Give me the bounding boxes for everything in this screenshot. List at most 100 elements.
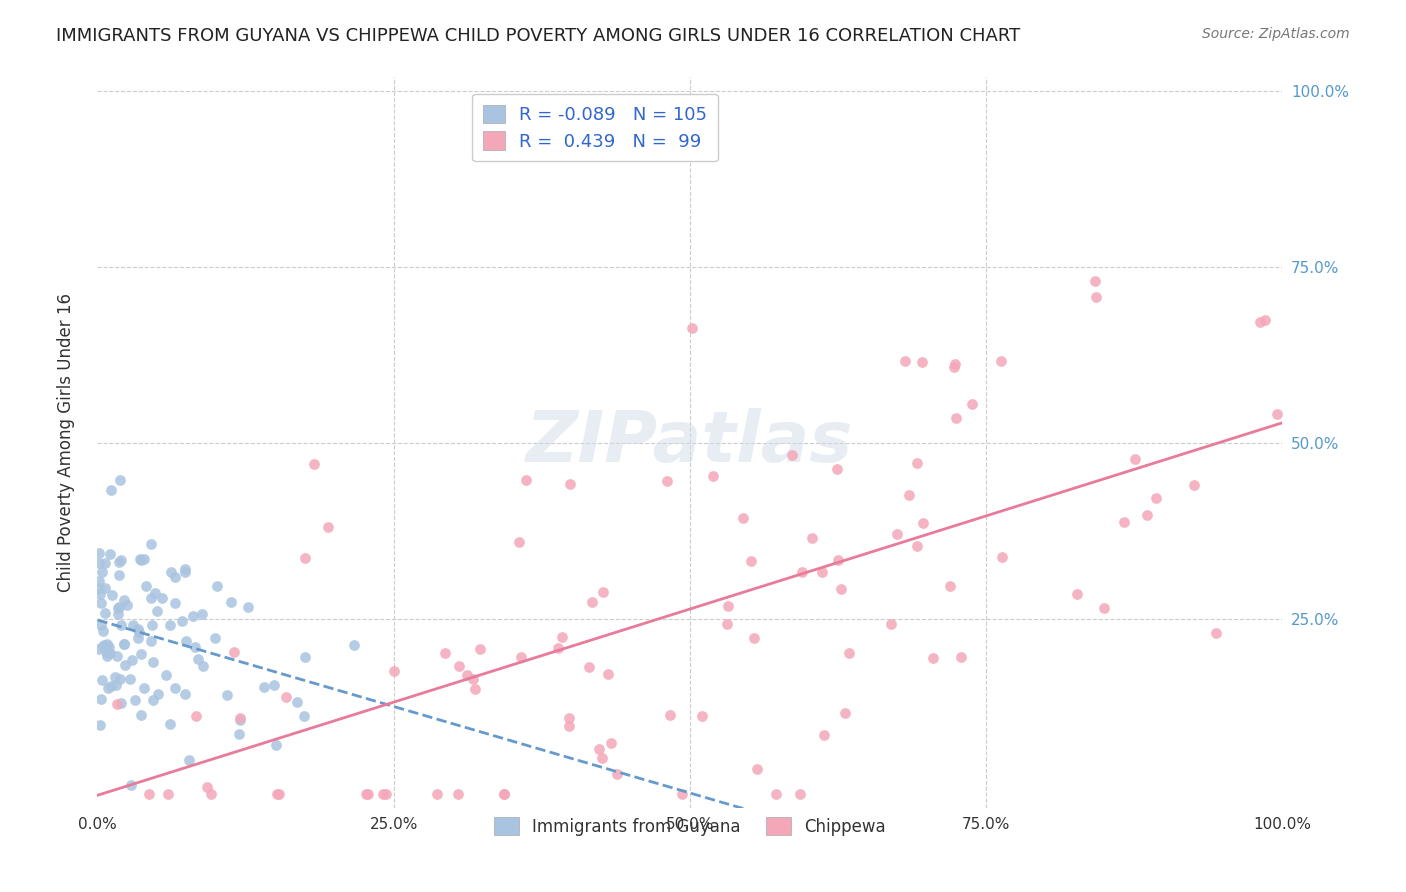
Point bbox=[165, 681, 187, 696]
Point bbox=[294, 550, 316, 565]
Point bbox=[1084, 273, 1107, 287]
Point bbox=[1092, 601, 1115, 615]
Text: IMMIGRANTS FROM GUYANA VS CHIPPEWA CHILD POVERTY AMONG GIRLS UNDER 16 CORRELATIO: IMMIGRANTS FROM GUYANA VS CHIPPEWA CHILD… bbox=[56, 27, 1021, 45]
Point bbox=[551, 630, 574, 644]
Point bbox=[658, 708, 681, 723]
Point bbox=[224, 645, 246, 659]
Point bbox=[91, 566, 114, 580]
Point bbox=[434, 646, 457, 660]
Point bbox=[160, 565, 183, 579]
Point bbox=[468, 641, 491, 656]
Point bbox=[581, 595, 603, 609]
Point bbox=[104, 670, 127, 684]
Point bbox=[215, 688, 238, 702]
Point bbox=[425, 788, 447, 802]
Point bbox=[121, 653, 143, 667]
Point bbox=[107, 607, 129, 622]
Point bbox=[740, 554, 762, 568]
Point bbox=[1254, 313, 1277, 327]
Point bbox=[375, 788, 398, 802]
Point bbox=[515, 474, 537, 488]
Point bbox=[316, 520, 339, 534]
Point bbox=[110, 617, 132, 632]
Point bbox=[108, 673, 131, 687]
Point bbox=[87, 574, 110, 589]
Point bbox=[942, 360, 965, 375]
Point bbox=[294, 649, 316, 664]
Point bbox=[93, 556, 115, 570]
Point bbox=[96, 637, 118, 651]
Point bbox=[494, 788, 516, 802]
Point bbox=[159, 618, 181, 632]
Point bbox=[950, 650, 973, 665]
Point bbox=[780, 448, 803, 462]
Point bbox=[87, 641, 110, 656]
Point bbox=[447, 659, 470, 673]
Point bbox=[87, 546, 110, 560]
Point bbox=[252, 680, 274, 694]
Point bbox=[114, 658, 136, 673]
Point bbox=[93, 638, 115, 652]
Point bbox=[921, 650, 943, 665]
Point bbox=[292, 709, 315, 723]
Point bbox=[110, 553, 132, 567]
Point bbox=[879, 617, 901, 632]
Point bbox=[114, 637, 136, 651]
Point bbox=[463, 672, 485, 686]
Point bbox=[191, 607, 214, 621]
Point bbox=[139, 633, 162, 648]
Point bbox=[163, 570, 186, 584]
Point bbox=[105, 697, 128, 711]
Point bbox=[183, 608, 205, 623]
Point bbox=[142, 693, 165, 707]
Point bbox=[960, 397, 983, 411]
Point bbox=[886, 526, 908, 541]
Text: ZIPatlas: ZIPatlas bbox=[526, 409, 853, 477]
Point bbox=[177, 753, 200, 767]
Point bbox=[274, 690, 297, 704]
Point bbox=[671, 788, 693, 802]
Point bbox=[592, 585, 614, 599]
Point bbox=[898, 488, 921, 502]
Point bbox=[184, 708, 207, 723]
Point bbox=[146, 688, 169, 702]
Point bbox=[100, 483, 122, 497]
Point bbox=[596, 667, 619, 681]
Point bbox=[354, 788, 377, 802]
Point bbox=[285, 695, 308, 709]
Point bbox=[558, 711, 581, 725]
Point bbox=[204, 631, 226, 645]
Point bbox=[382, 664, 405, 678]
Point bbox=[894, 353, 917, 368]
Point bbox=[1135, 508, 1157, 522]
Point bbox=[990, 353, 1012, 368]
Point bbox=[94, 582, 117, 596]
Point bbox=[907, 539, 929, 553]
Point bbox=[128, 625, 150, 640]
Point bbox=[98, 640, 121, 654]
Point bbox=[105, 678, 128, 692]
Point bbox=[127, 622, 149, 636]
Point bbox=[100, 588, 122, 602]
Point bbox=[193, 659, 215, 673]
Point bbox=[141, 537, 163, 551]
Point bbox=[89, 556, 111, 570]
Point bbox=[911, 516, 934, 531]
Point bbox=[229, 711, 252, 725]
Point bbox=[132, 681, 155, 696]
Point bbox=[90, 596, 112, 610]
Point bbox=[96, 649, 118, 664]
Point bbox=[238, 600, 260, 615]
Point bbox=[100, 679, 122, 693]
Point bbox=[134, 552, 156, 566]
Point bbox=[110, 696, 132, 710]
Legend: Immigrants from Guyana, Chippewa: Immigrants from Guyana, Chippewa bbox=[485, 809, 894, 844]
Point bbox=[939, 579, 962, 593]
Point bbox=[702, 469, 724, 483]
Point bbox=[357, 788, 380, 802]
Point bbox=[1205, 626, 1227, 640]
Point bbox=[744, 631, 766, 645]
Point bbox=[591, 751, 613, 765]
Point bbox=[120, 673, 142, 687]
Point bbox=[1123, 452, 1146, 467]
